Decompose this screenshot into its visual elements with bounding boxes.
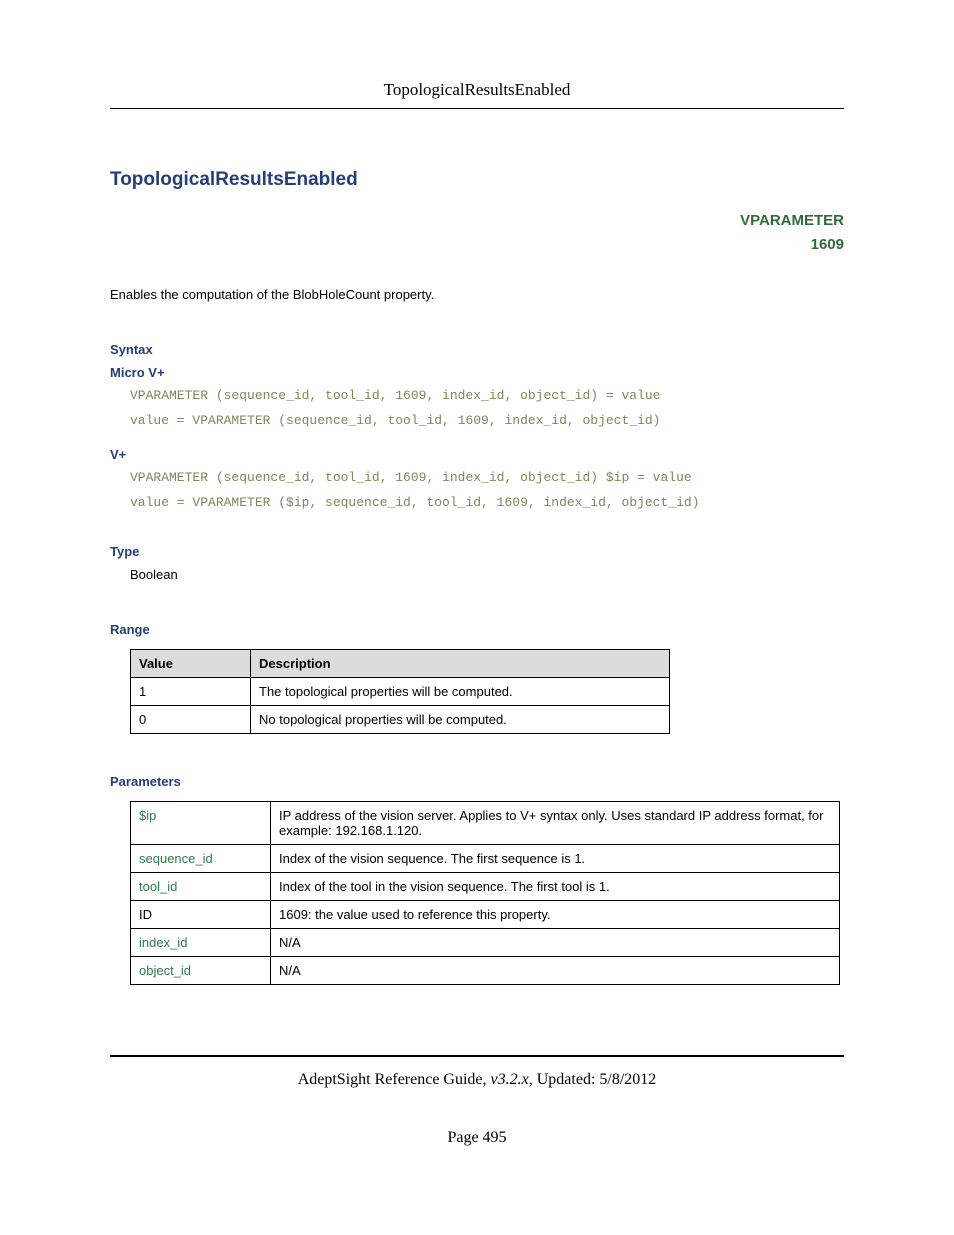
vparameter-number: 1609 <box>811 236 844 253</box>
param-desc: Index of the tool in the vision sequence… <box>271 872 840 900</box>
footer-text: AdeptSight Reference Guide, v3.2.x, Upda… <box>110 1071 844 1089</box>
micro-line1: VPARAMETER (sequence_id, tool_id, 1609, … <box>130 388 661 403</box>
range-desc: No topological properties will be comput… <box>251 705 670 733</box>
footer-version: , v3.2.x <box>483 1071 529 1088</box>
table-row: index_id N/A <box>131 928 840 956</box>
header-rule <box>110 108 844 109</box>
main-title: TopologicalResultsEnabled <box>110 169 358 191</box>
vplus-code: VPARAMETER (sequence_id, tool_id, 1609, … <box>130 466 844 515</box>
table-row: object_id N/A <box>131 956 840 984</box>
vplus-label: V+ <box>110 447 844 462</box>
syntax-heading: Syntax <box>110 342 844 357</box>
intro-text: Enables the computation of the BlobHoleC… <box>110 287 844 302</box>
param-index-id[interactable]: index_id <box>131 928 271 956</box>
range-col-value: Value <box>131 649 251 677</box>
vparameter-id: VPARAMETER 1609 <box>110 209 844 257</box>
range-heading: Range <box>110 622 844 637</box>
param-desc: N/A <box>271 928 840 956</box>
table-row: sequence_id Index of the vision sequence… <box>131 844 840 872</box>
param-ip[interactable]: $ip <box>131 801 271 844</box>
page-header: TopologicalResultsEnabled <box>110 80 844 100</box>
table-row: 1 The topological properties will be com… <box>131 677 670 705</box>
range-col-desc: Description <box>251 649 670 677</box>
vplus-line2: value = VPARAMETER ($ip, sequence_id, to… <box>130 495 700 510</box>
type-heading: Type <box>110 544 844 559</box>
param-tool-id[interactable]: tool_id <box>131 872 271 900</box>
table-row: $ip IP address of the vision server. App… <box>131 801 840 844</box>
footer-guide: AdeptSight Reference Guide <box>298 1071 483 1088</box>
param-object-id[interactable]: object_id <box>131 956 271 984</box>
table-row: 0 No topological properties will be comp… <box>131 705 670 733</box>
footer-rule <box>110 1055 844 1057</box>
param-desc: N/A <box>271 956 840 984</box>
range-table: Value Description 1 The topological prop… <box>130 649 670 734</box>
range-value: 0 <box>131 705 251 733</box>
vplus-line1: VPARAMETER (sequence_id, tool_id, 1609, … <box>130 470 692 485</box>
param-id-label: ID <box>131 900 271 928</box>
footer-updated: , Updated: 5/8/2012 <box>529 1071 657 1088</box>
param-desc: IP address of the vision server. Applies… <box>271 801 840 844</box>
parameters-heading: Parameters <box>110 774 844 789</box>
micro-code: VPARAMETER (sequence_id, tool_id, 1609, … <box>130 384 844 433</box>
param-sequence-id[interactable]: sequence_id <box>131 844 271 872</box>
type-value: Boolean <box>130 567 844 582</box>
param-desc: 1609: the value used to reference this p… <box>271 900 840 928</box>
title-row: TopologicalResultsEnabled <box>110 169 844 191</box>
range-value: 1 <box>131 677 251 705</box>
range-header-row: Value Description <box>131 649 670 677</box>
table-row: tool_id Index of the tool in the vision … <box>131 872 840 900</box>
parameters-table: $ip IP address of the vision server. App… <box>130 801 840 985</box>
vparameter-label: VPARAMETER <box>740 212 844 229</box>
page-number: Page 495 <box>110 1129 844 1147</box>
document-page: TopologicalResultsEnabled TopologicalRes… <box>0 0 954 1187</box>
micro-vplus-label: Micro V+ <box>110 365 844 380</box>
table-row: ID 1609: the value used to reference thi… <box>131 900 840 928</box>
micro-line2: value = VPARAMETER (sequence_id, tool_id… <box>130 413 661 428</box>
param-desc: Index of the vision sequence. The first … <box>271 844 840 872</box>
range-desc: The topological properties will be compu… <box>251 677 670 705</box>
